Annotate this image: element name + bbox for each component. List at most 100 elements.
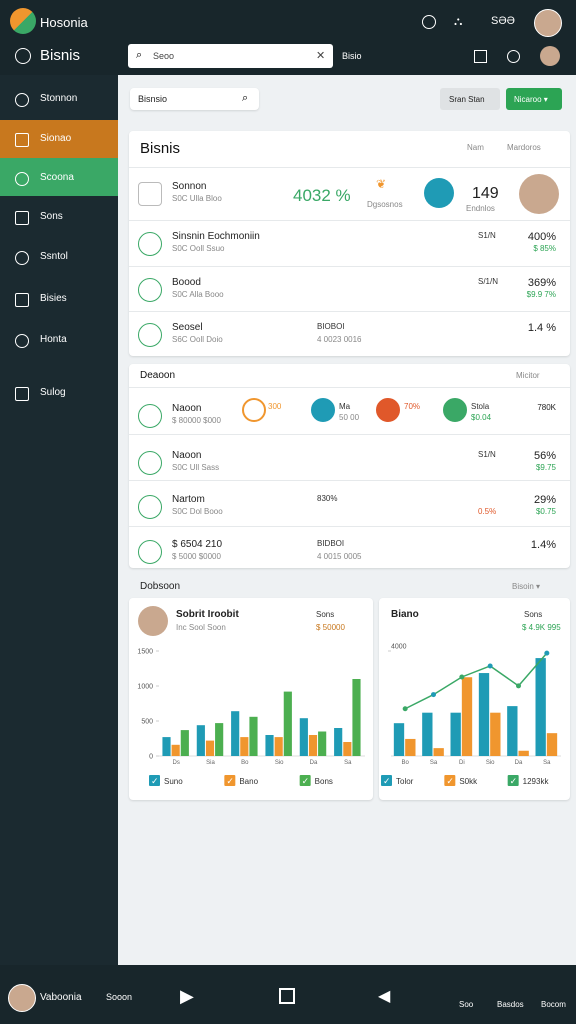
legend-check: ✓ <box>446 776 454 786</box>
sidebar-item[interactable]: Sons <box>40 211 63 222</box>
sidebar-item[interactable]: Bisies <box>40 293 67 304</box>
panel <box>129 131 570 356</box>
bar <box>299 718 308 756</box>
sidebar-icon[interactable] <box>15 251 29 265</box>
bar <box>171 744 180 756</box>
avatar[interactable] <box>534 9 562 37</box>
row-sub: S6C Ooll Doio <box>172 335 223 344</box>
legend-swatch <box>224 775 236 786</box>
row-change: $9.9 7% <box>526 290 556 299</box>
divider <box>129 434 570 435</box>
user-action[interactable]: Sooon <box>106 992 133 1002</box>
row-code: 830% <box>317 494 338 503</box>
toolbar-search[interactable] <box>130 88 259 110</box>
stat-label: Sons <box>316 610 335 619</box>
row-sub: S0C Ull Sass <box>172 463 220 472</box>
search-box[interactable] <box>128 44 333 68</box>
sidebar-item[interactable]: Sionao <box>40 133 72 144</box>
sidebar-item[interactable]: Honta <box>40 334 67 345</box>
play-icon[interactable]: ▶ <box>180 986 194 1006</box>
clear[interactable]: ✕ <box>316 50 326 62</box>
sidebar-icon[interactable] <box>15 133 29 147</box>
icon[interactable] <box>474 50 487 63</box>
row-code-sub: 4 0023 0016 <box>317 335 362 344</box>
y-tick-label: 1500 <box>137 648 153 655</box>
panel <box>129 364 570 568</box>
avatar[interactable] <box>8 984 36 1012</box>
bar <box>265 735 274 756</box>
avatar <box>519 174 559 214</box>
sidebar-icon[interactable] <box>15 293 29 307</box>
legend-swatch <box>299 775 311 786</box>
row-sub: S0C Ooll Ssuo <box>172 244 225 253</box>
row-value: 29% <box>533 494 556 506</box>
section-action[interactable]: Bisoin ▾ <box>512 582 541 591</box>
icon[interactable] <box>507 50 520 63</box>
icon <box>15 48 31 64</box>
row-value: 780K <box>537 403 556 412</box>
sort[interactable]: Mardoros <box>507 143 541 152</box>
badge-label: Ma <box>339 402 351 411</box>
legend-label: Bons <box>315 777 333 786</box>
row-code-sub: 4 0015 0005 <box>317 552 362 561</box>
x-tick-label: Ds <box>172 760 179 766</box>
legend-swatch <box>381 775 392 786</box>
avatar[interactable] <box>540 46 560 66</box>
grid-icon[interactable] <box>279 988 295 1004</box>
x-tick-label: Sio <box>275 760 284 766</box>
sidebar-item[interactable]: Stonnon <box>40 93 78 104</box>
filter[interactable]: Nam <box>467 143 484 152</box>
nav-item[interactable]: Basdos <box>497 1000 524 1009</box>
logo <box>10 8 36 34</box>
y-tick-label: 500 <box>141 718 153 725</box>
sidebar-item[interactable]: Sulog <box>40 387 66 398</box>
row-value: 400% <box>527 231 556 243</box>
chart-subtitle: Inc Sool Soon <box>176 623 226 632</box>
bar <box>507 706 518 756</box>
sidebar-icon[interactable] <box>15 334 29 348</box>
x-tick-label: Da <box>515 760 523 766</box>
page-title: Bisnis <box>40 47 81 64</box>
badge <box>443 398 467 422</box>
row-icon <box>138 232 162 256</box>
search-action[interactable]: Bisio <box>342 51 362 61</box>
row-icon <box>138 540 162 564</box>
sidebar-item[interactable]: Scoona <box>40 172 74 183</box>
legend-check: ✓ <box>510 776 518 786</box>
sidebar-icon[interactable] <box>15 93 29 107</box>
badge-label: 70% <box>404 402 421 411</box>
icon[interactable] <box>422 15 436 29</box>
sidebar-item[interactable]: Ssntol <box>40 251 68 262</box>
sidebar-icon[interactable] <box>15 172 29 186</box>
sidebar-icon[interactable] <box>15 387 29 401</box>
row-name: $ 6504 210 <box>172 539 223 550</box>
x-tick-label: Sa <box>543 760 551 766</box>
row-code: S1/N <box>478 450 496 459</box>
bar <box>274 737 283 756</box>
legend-check: ✓ <box>302 776 310 786</box>
sidebar-active <box>0 120 118 158</box>
badge-label: Stola <box>471 402 490 411</box>
primary-button[interactable] <box>506 88 562 110</box>
panel-action[interactable]: Micitor <box>516 371 540 380</box>
bar <box>535 658 546 756</box>
divider <box>129 311 570 312</box>
icon[interactable]: ⛬ <box>454 14 463 28</box>
row-change: $9.75 <box>535 463 556 472</box>
header-line <box>129 387 570 388</box>
nav-item[interactable]: Bocom <box>541 1000 566 1009</box>
secondary-button[interactable] <box>440 88 500 110</box>
count-sub: Endnlos <box>466 204 495 213</box>
count: 149 <box>472 185 499 202</box>
badge <box>311 398 335 422</box>
nav-item[interactable]: Soo <box>459 1000 474 1009</box>
bar <box>490 712 501 756</box>
bar <box>343 742 352 756</box>
search-icon: ⌕ <box>136 49 143 61</box>
row-change: $0.75 <box>535 507 556 516</box>
send-icon[interactable]: ◀ <box>378 988 391 1005</box>
row-name: Nartom <box>172 494 205 505</box>
row-value: 369% <box>527 277 556 289</box>
sidebar-icon[interactable] <box>15 211 29 225</box>
stat: $ 50000 <box>316 623 345 632</box>
